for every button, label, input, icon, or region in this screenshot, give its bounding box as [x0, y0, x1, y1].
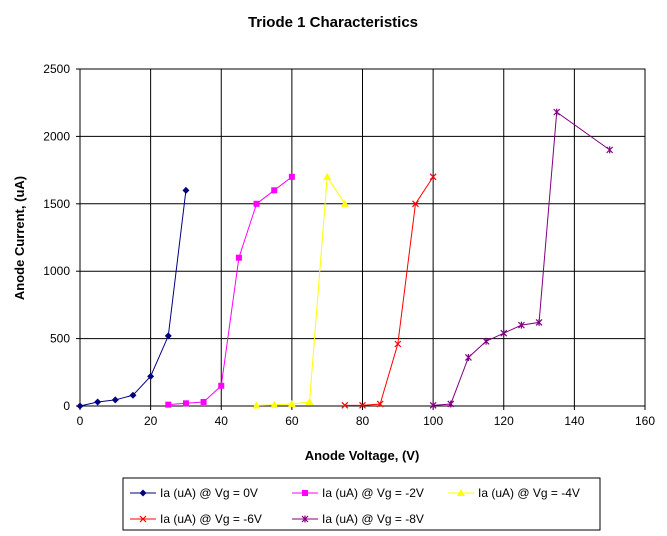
series-2 [165, 173, 295, 408]
data-point [376, 400, 384, 408]
data-point [447, 400, 455, 408]
x-tick-label: 120 [494, 414, 514, 428]
legend-item: Ia (uA) @ Vg = -6V [130, 512, 262, 526]
series-5 [429, 108, 614, 409]
legend-marker [301, 515, 309, 523]
data-point [341, 401, 349, 409]
legend-item: Ia (uA) @ Vg = -4V [448, 486, 580, 500]
series-line [256, 175, 346, 406]
data-point [394, 340, 402, 348]
data-point [218, 382, 225, 389]
data-point [465, 353, 472, 361]
data-point [305, 397, 314, 405]
legend-box [122, 477, 601, 531]
legend-label: Ia (uA) @ Vg = -8V [322, 512, 424, 526]
data-point [287, 399, 296, 407]
x-tick-label: 0 [77, 414, 84, 428]
data-point [252, 401, 261, 409]
data-point [482, 337, 490, 345]
data-point [253, 200, 260, 207]
y-axis-title: Anode Current, (uA) [12, 176, 27, 300]
x-tick-label: 80 [356, 414, 370, 428]
data-point [182, 400, 189, 407]
data-point [340, 199, 349, 207]
data-point [200, 398, 207, 405]
y-tick-label: 1000 [43, 264, 70, 278]
x-tick-label: 140 [564, 414, 584, 428]
legend-item: Ia (uA) @ Vg = -8V [292, 512, 424, 526]
legend-label: Ia (uA) @ Vg = -4V [478, 486, 580, 500]
data-point [288, 173, 295, 180]
legend-label: Ia (uA) @ Vg = -2V [322, 486, 424, 500]
series-line [168, 176, 293, 406]
data-point [235, 254, 242, 261]
series-1 [76, 186, 190, 410]
data-point [429, 173, 437, 181]
data-point [323, 172, 332, 180]
legend: Ia (uA) @ Vg = 0V Ia (uA) @ Vg = -2V Ia (u… [122, 477, 601, 531]
y-tick-label: 1500 [43, 197, 70, 211]
data-point [111, 396, 119, 404]
legend-marker [139, 515, 147, 523]
data-point [270, 400, 279, 408]
legend-item: Ia (uA) @ Vg = -2V [292, 486, 424, 500]
series-line [433, 111, 610, 406]
series-4 [341, 173, 437, 409]
data-point [165, 401, 172, 408]
chart-title: Triode 1 Characteristics [248, 14, 418, 31]
data-point [517, 321, 525, 329]
series-group [76, 108, 614, 410]
grid-lines [80, 69, 645, 406]
legend-marker [139, 489, 147, 497]
data-point [182, 186, 190, 194]
data-point [412, 200, 419, 208]
data-point [164, 332, 172, 340]
data-point [271, 187, 278, 194]
y-tick-label: 2000 [43, 129, 70, 143]
data-point [76, 402, 84, 410]
data-point [147, 372, 155, 380]
axis-tick-labels: 0 20 40 60 80 100 120 140 160 0 500 1000 1500 2000 250… [43, 62, 655, 428]
x-tick-label: 40 [215, 414, 229, 428]
legend-marker [302, 490, 308, 496]
x-tick-label: 160 [635, 414, 655, 428]
legend-label: Ia (uA) @ Vg = -6V [160, 512, 262, 526]
data-point [553, 108, 561, 116]
legend-item: Ia (uA) @ Vg = 0V [130, 486, 258, 500]
series-3 [252, 172, 349, 409]
x-tick-label: 100 [423, 414, 443, 428]
y-tick-label: 2500 [43, 62, 70, 76]
x-axis-title: Anode Voltage, (V) [305, 448, 420, 463]
y-tick-label: 0 [63, 399, 70, 413]
data-point [606, 146, 614, 154]
data-point [129, 391, 137, 399]
legend-label: Ia (uA) @ Vg = 0V [160, 486, 258, 500]
x-tick-label: 20 [144, 414, 158, 428]
series-line [79, 190, 187, 407]
x-tick-label: 60 [285, 414, 299, 428]
data-point [500, 329, 508, 337]
y-tick-label: 500 [50, 332, 70, 346]
data-point [359, 401, 366, 409]
legend-marker [457, 489, 465, 496]
data-point [535, 318, 543, 326]
data-point [429, 401, 437, 409]
data-point [94, 398, 102, 406]
series-line [344, 176, 434, 406]
